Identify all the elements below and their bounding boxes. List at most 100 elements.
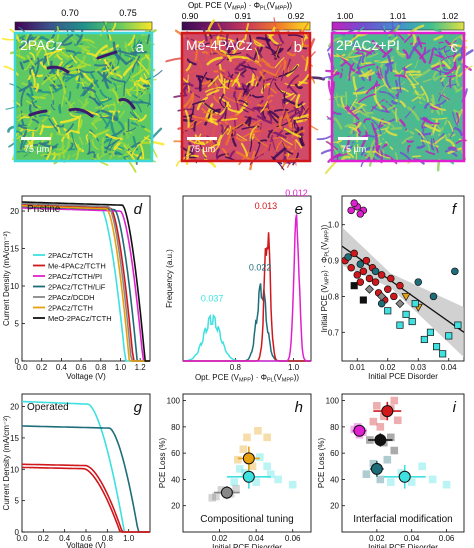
faded-data-point xyxy=(376,475,385,484)
map-texture-stroke xyxy=(236,66,247,71)
map-texture-stroke xyxy=(218,96,232,108)
map-texture-stroke xyxy=(235,151,251,161)
x-tick-label: 0.6 xyxy=(76,363,88,372)
data-point-circle xyxy=(384,285,392,294)
colorbar-a-tick-2: 0.75 xyxy=(119,8,137,18)
map-texture-stroke xyxy=(374,59,394,64)
y-tick-label: 80 xyxy=(171,423,180,432)
map-texture-stroke xyxy=(431,132,436,147)
map-texture-stroke xyxy=(209,143,221,150)
mean-point xyxy=(220,486,233,499)
y-tick-label: 0 xyxy=(15,357,20,366)
data-point-circle xyxy=(347,263,355,272)
map-texture-stroke xyxy=(273,43,283,46)
map-texture-stroke xyxy=(292,152,299,166)
map-texture-stroke xyxy=(185,63,192,72)
map-texture-stroke xyxy=(207,75,220,88)
faded-data-point xyxy=(263,433,271,442)
map-texture-stroke xyxy=(185,74,189,83)
map-texture-stroke xyxy=(419,46,427,60)
map-texture-stroke xyxy=(425,34,431,43)
map-texture-stroke xyxy=(93,97,100,107)
map-texture-stroke xyxy=(286,157,300,160)
data-point-diamond xyxy=(364,284,374,294)
map-texture-stroke xyxy=(117,154,130,158)
map-texture-stroke xyxy=(19,127,38,132)
map-texture-stroke xyxy=(356,132,359,149)
x-tick-label: 0.4 xyxy=(59,534,71,543)
map-texture-stroke xyxy=(61,139,66,159)
map-texture-stroke xyxy=(380,138,386,152)
map-texture-stroke xyxy=(286,74,300,89)
map-texture-stroke xyxy=(110,120,118,139)
map-texture-stroke xyxy=(60,51,71,59)
map-texture-stroke xyxy=(334,59,344,74)
map-texture-stroke xyxy=(44,49,50,66)
map-texture-stroke xyxy=(113,82,117,91)
map-texture-stroke xyxy=(220,124,224,133)
y-axis-label-i: PCE Loss (%) xyxy=(317,438,326,489)
map-texture-stroke xyxy=(344,106,360,121)
map-texture-stroke xyxy=(46,38,54,50)
y-tick-label: 5 xyxy=(15,320,20,329)
y-tick-label: 0.9 xyxy=(328,257,340,266)
map-texture-stroke xyxy=(133,38,136,53)
map-texture-stroke xyxy=(113,70,121,78)
y-tick-label: 5 xyxy=(15,497,20,506)
map-texture-stroke xyxy=(79,77,91,86)
x-tick-label: 0.03 xyxy=(410,363,426,372)
jv-curve-operated xyxy=(22,425,150,533)
map-texture-stroke xyxy=(118,121,126,136)
map-texture-stroke xyxy=(395,99,407,108)
map-texture-stroke xyxy=(375,86,378,104)
map-texture-stroke xyxy=(215,149,219,159)
map-texture-stroke xyxy=(276,80,291,93)
map-texture-stroke xyxy=(417,132,434,136)
map-texture-stroke xyxy=(221,124,230,136)
x-tick-label: 0.06 xyxy=(439,534,455,543)
map-texture-stroke xyxy=(385,33,389,53)
map-texture-stroke xyxy=(234,96,239,112)
map-texture-stroke xyxy=(293,113,311,120)
map-texture-stroke xyxy=(382,48,393,58)
data-point-square xyxy=(433,343,441,351)
faded-data-point xyxy=(386,478,395,486)
map-texture-stroke xyxy=(29,52,36,61)
map-texture-stroke xyxy=(250,123,260,137)
map-texture-stroke xyxy=(244,116,251,125)
map-texture-stroke xyxy=(365,83,381,95)
x-axis-label-d: Voltage (V) xyxy=(66,372,106,381)
map-texture-stroke xyxy=(12,100,21,106)
mean-point xyxy=(374,434,387,446)
axis-label-part: PL xyxy=(267,378,274,384)
data-point-diamond xyxy=(395,299,405,309)
panel-label-c: c xyxy=(451,39,459,56)
map-texture-stroke xyxy=(29,66,34,76)
map-texture-stroke xyxy=(23,148,36,158)
map-texture-stroke xyxy=(131,68,144,78)
map-texture-stroke xyxy=(445,138,456,147)
y-tick-label: 20 xyxy=(171,502,180,511)
axis-label-part: MPP xyxy=(282,378,294,384)
x-tick-label: 1.0 xyxy=(123,534,135,543)
data-point-circle xyxy=(353,271,362,279)
map-texture-stroke xyxy=(225,33,229,46)
map-texture-stroke xyxy=(371,65,381,80)
map-a-image xyxy=(1,21,165,173)
map-texture-stroke xyxy=(264,141,276,146)
x-axis-label-i: Initial PCE Disorder xyxy=(368,543,438,548)
x-tick-label: 0.2 xyxy=(36,363,48,372)
map-panel-b: Me-4PACz b 75 µm xyxy=(165,17,325,171)
mean-point xyxy=(242,452,255,465)
map-texture-stroke xyxy=(62,33,74,44)
map-texture-stroke xyxy=(234,60,247,71)
map-texture-stroke xyxy=(363,46,367,64)
y-axis-label-f: Initial PCE (VMPP) · ΦPL(VMPP)) xyxy=(320,224,331,332)
map-texture-stroke xyxy=(285,94,297,105)
map-texture-stroke xyxy=(130,56,138,66)
map-texture-stroke xyxy=(242,82,250,97)
map-texture-stroke xyxy=(438,59,443,70)
map-texture-stroke xyxy=(280,70,285,82)
map-texture-stroke xyxy=(453,109,464,114)
data-point-circle xyxy=(356,210,365,218)
